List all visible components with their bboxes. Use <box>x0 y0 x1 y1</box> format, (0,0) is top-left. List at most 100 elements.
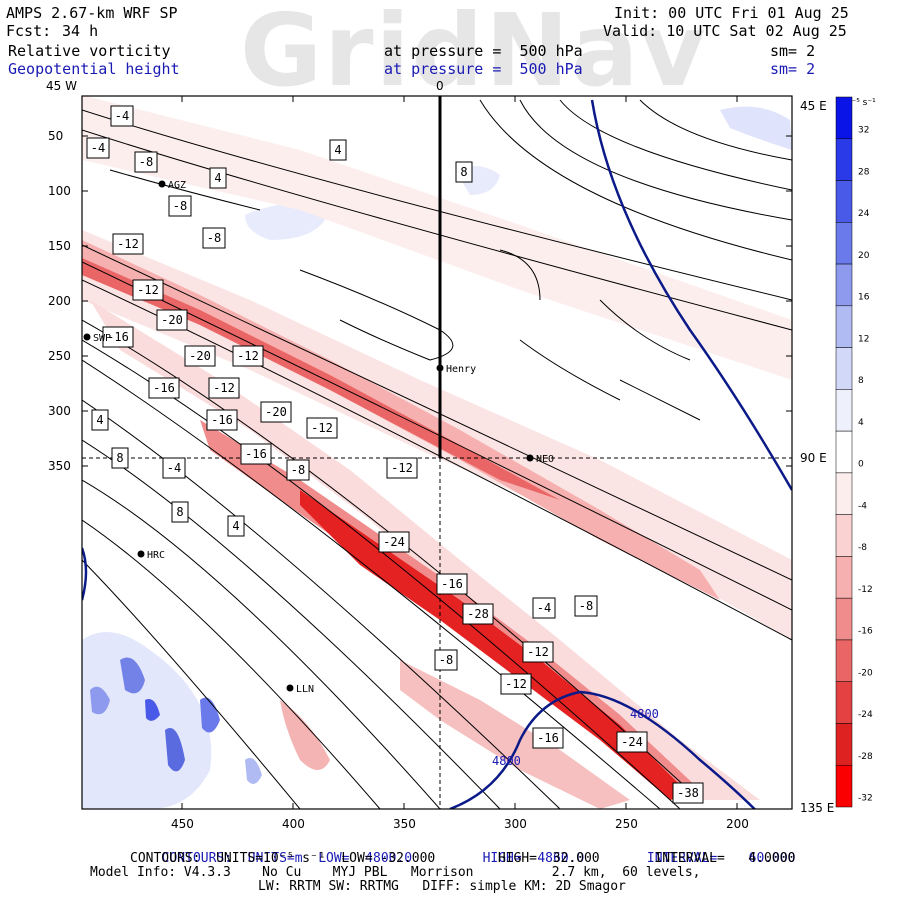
vorticity-label-box <box>168 195 192 217</box>
colorbar-swatch <box>835 180 853 223</box>
vorticity-label: -16 <box>148 377 180 399</box>
vorticity-label: -8 <box>434 649 458 671</box>
forecast-hour: 34 h <box>62 22 99 40</box>
vorticity-label: -12 <box>132 279 164 301</box>
vorticity-label: 4 <box>91 409 109 431</box>
colorbar-label: 4 <box>858 418 864 428</box>
vorticity-label-text: 8 <box>176 505 183 519</box>
y-tick-label: 100 <box>48 184 71 198</box>
station-marker <box>286 684 294 692</box>
height-label: 4800 <box>630 707 659 721</box>
vorticity-label-text: -12 <box>137 283 159 297</box>
vorticity-label-text: -12 <box>391 461 413 475</box>
field2-smoothing: sm= 2 <box>770 60 816 78</box>
init-time: Init: 00 UTC Fri 01 Aug 25 <box>614 4 849 22</box>
vorticity-label-text: -8 <box>291 463 305 477</box>
vorticity-label-box <box>227 515 245 537</box>
vorticity-label-box <box>378 531 410 553</box>
colorbar-swatch <box>835 472 853 515</box>
vorticity-label-box <box>240 443 272 465</box>
vorticity-label: -8 <box>202 227 226 249</box>
model-info: Model Info: V4.3.3 No Cu MYJ PBL Morriso… <box>90 865 701 880</box>
colorbar-label: 12 <box>858 334 869 344</box>
colorbar-swatch <box>835 96 853 140</box>
colorbar-label: 28 <box>858 167 870 177</box>
vorticity-label-box <box>132 279 164 301</box>
vorticity-label-text: -16 <box>107 330 129 344</box>
vorticity-label: -12 <box>112 233 144 255</box>
y-tick-label: 250 <box>48 349 71 363</box>
colorbar-unit: 10⁻⁵ s⁻¹ <box>840 98 876 108</box>
colorbar-swatch <box>835 347 853 390</box>
height-label: 4800 <box>492 754 521 768</box>
x-tick-label: 250 <box>615 817 638 831</box>
height-contour-info: UNITS=m LOW= 4800.0 HIGH= 4860.0 INTERVA… <box>247 851 796 866</box>
vorticity-label: -12 <box>232 345 264 367</box>
vorticity-label-box <box>436 573 468 595</box>
colorbar-swatch <box>835 556 853 599</box>
vorticity-label-text: -4 <box>537 601 551 615</box>
vorticity-label: -38 <box>672 782 704 804</box>
station-label: AGZ <box>168 180 186 191</box>
vorticity-label: -12 <box>306 417 338 439</box>
colorbar-label: 24 <box>858 209 870 219</box>
station-marker <box>83 333 91 341</box>
vorticity-labels: -4 -4 -8 -8 -8 4 4 8 -12 -12 -20 -16 -20 -12 -16 -12 -16… <box>86 105 704 804</box>
vorticity-label-text: -8 <box>439 653 453 667</box>
vorticity-label-box <box>208 377 240 399</box>
vorticity-label-box <box>209 167 227 189</box>
colorbar-swatch <box>835 723 853 766</box>
vorticity-label: -8 <box>168 195 192 217</box>
vorticity-label: -8 <box>134 151 158 173</box>
vorticity-label: -16 <box>532 727 564 749</box>
colorbar-swatch <box>835 138 853 181</box>
vorticity-label-box <box>306 417 338 439</box>
vorticity-label-box <box>260 401 292 423</box>
colorbar-swatch <box>835 305 853 348</box>
field2-name: Geopotential height <box>8 60 180 78</box>
vorticity-label-text: -16 <box>211 413 233 427</box>
colorbar-label: 16 <box>858 293 870 303</box>
vorticity-label-box <box>522 641 554 663</box>
vorticity-label-text: -12 <box>237 349 259 363</box>
vorticity-label-text: -20 <box>265 405 287 419</box>
vorticity-label-text: 4 <box>334 143 341 157</box>
field1-name: Relative vorticity <box>8 42 171 60</box>
colorbar-label: -20 <box>858 668 873 678</box>
model-title: AMPS 2.67-km WRF SP <box>6 4 178 22</box>
vorticity-label-box <box>286 459 310 481</box>
x-tick-label: 450 <box>171 817 194 831</box>
vorticity-label-box <box>672 782 704 804</box>
meridian-label: 0 <box>436 79 444 93</box>
vorticity-label-text: -24 <box>621 735 643 749</box>
stations: AGZ SWP Henry NEO HRC LLN <box>83 180 554 695</box>
vorticity-label: -12 <box>522 641 554 663</box>
vorticity-label-text: 4 <box>96 413 103 427</box>
x-tick-label: 400 <box>282 817 305 831</box>
vorticity-label-text: 4 <box>232 519 239 533</box>
station-label: HRC <box>147 550 165 561</box>
y-tick-label: 200 <box>48 294 71 308</box>
station-marker <box>526 454 534 462</box>
vorticity-label: -4 <box>532 597 556 619</box>
field2-level: at pressure = 500 hPa <box>384 60 583 78</box>
forecast-label: Fcst: <box>6 22 52 40</box>
vorticity-label: 8 <box>455 161 473 183</box>
colorbar-label: -8 <box>858 543 867 553</box>
field1-smoothing: sm= 2 <box>770 42 816 60</box>
vorticity-label-text: -12 <box>505 677 527 691</box>
vorticity-label-box <box>184 345 216 367</box>
vorticity-label: 4 <box>227 515 245 537</box>
valid-time: Valid: 10 UTC Sat 02 Aug 25 <box>603 22 847 40</box>
vorticity-label-box <box>232 345 264 367</box>
vorticity-label-text: -4 <box>167 461 181 475</box>
vorticity-label-text: -4 <box>115 109 129 123</box>
x-tick-label: 350 <box>393 817 416 831</box>
vorticity-label: -20 <box>184 345 216 367</box>
colorbar-label: 0 <box>858 460 864 470</box>
vorticity-label-box <box>156 309 188 331</box>
station-label: SWP <box>93 333 111 344</box>
colorbar-label: -16 <box>858 627 873 637</box>
height-contour-info-prefix: CONTOURS: <box>161 851 233 866</box>
